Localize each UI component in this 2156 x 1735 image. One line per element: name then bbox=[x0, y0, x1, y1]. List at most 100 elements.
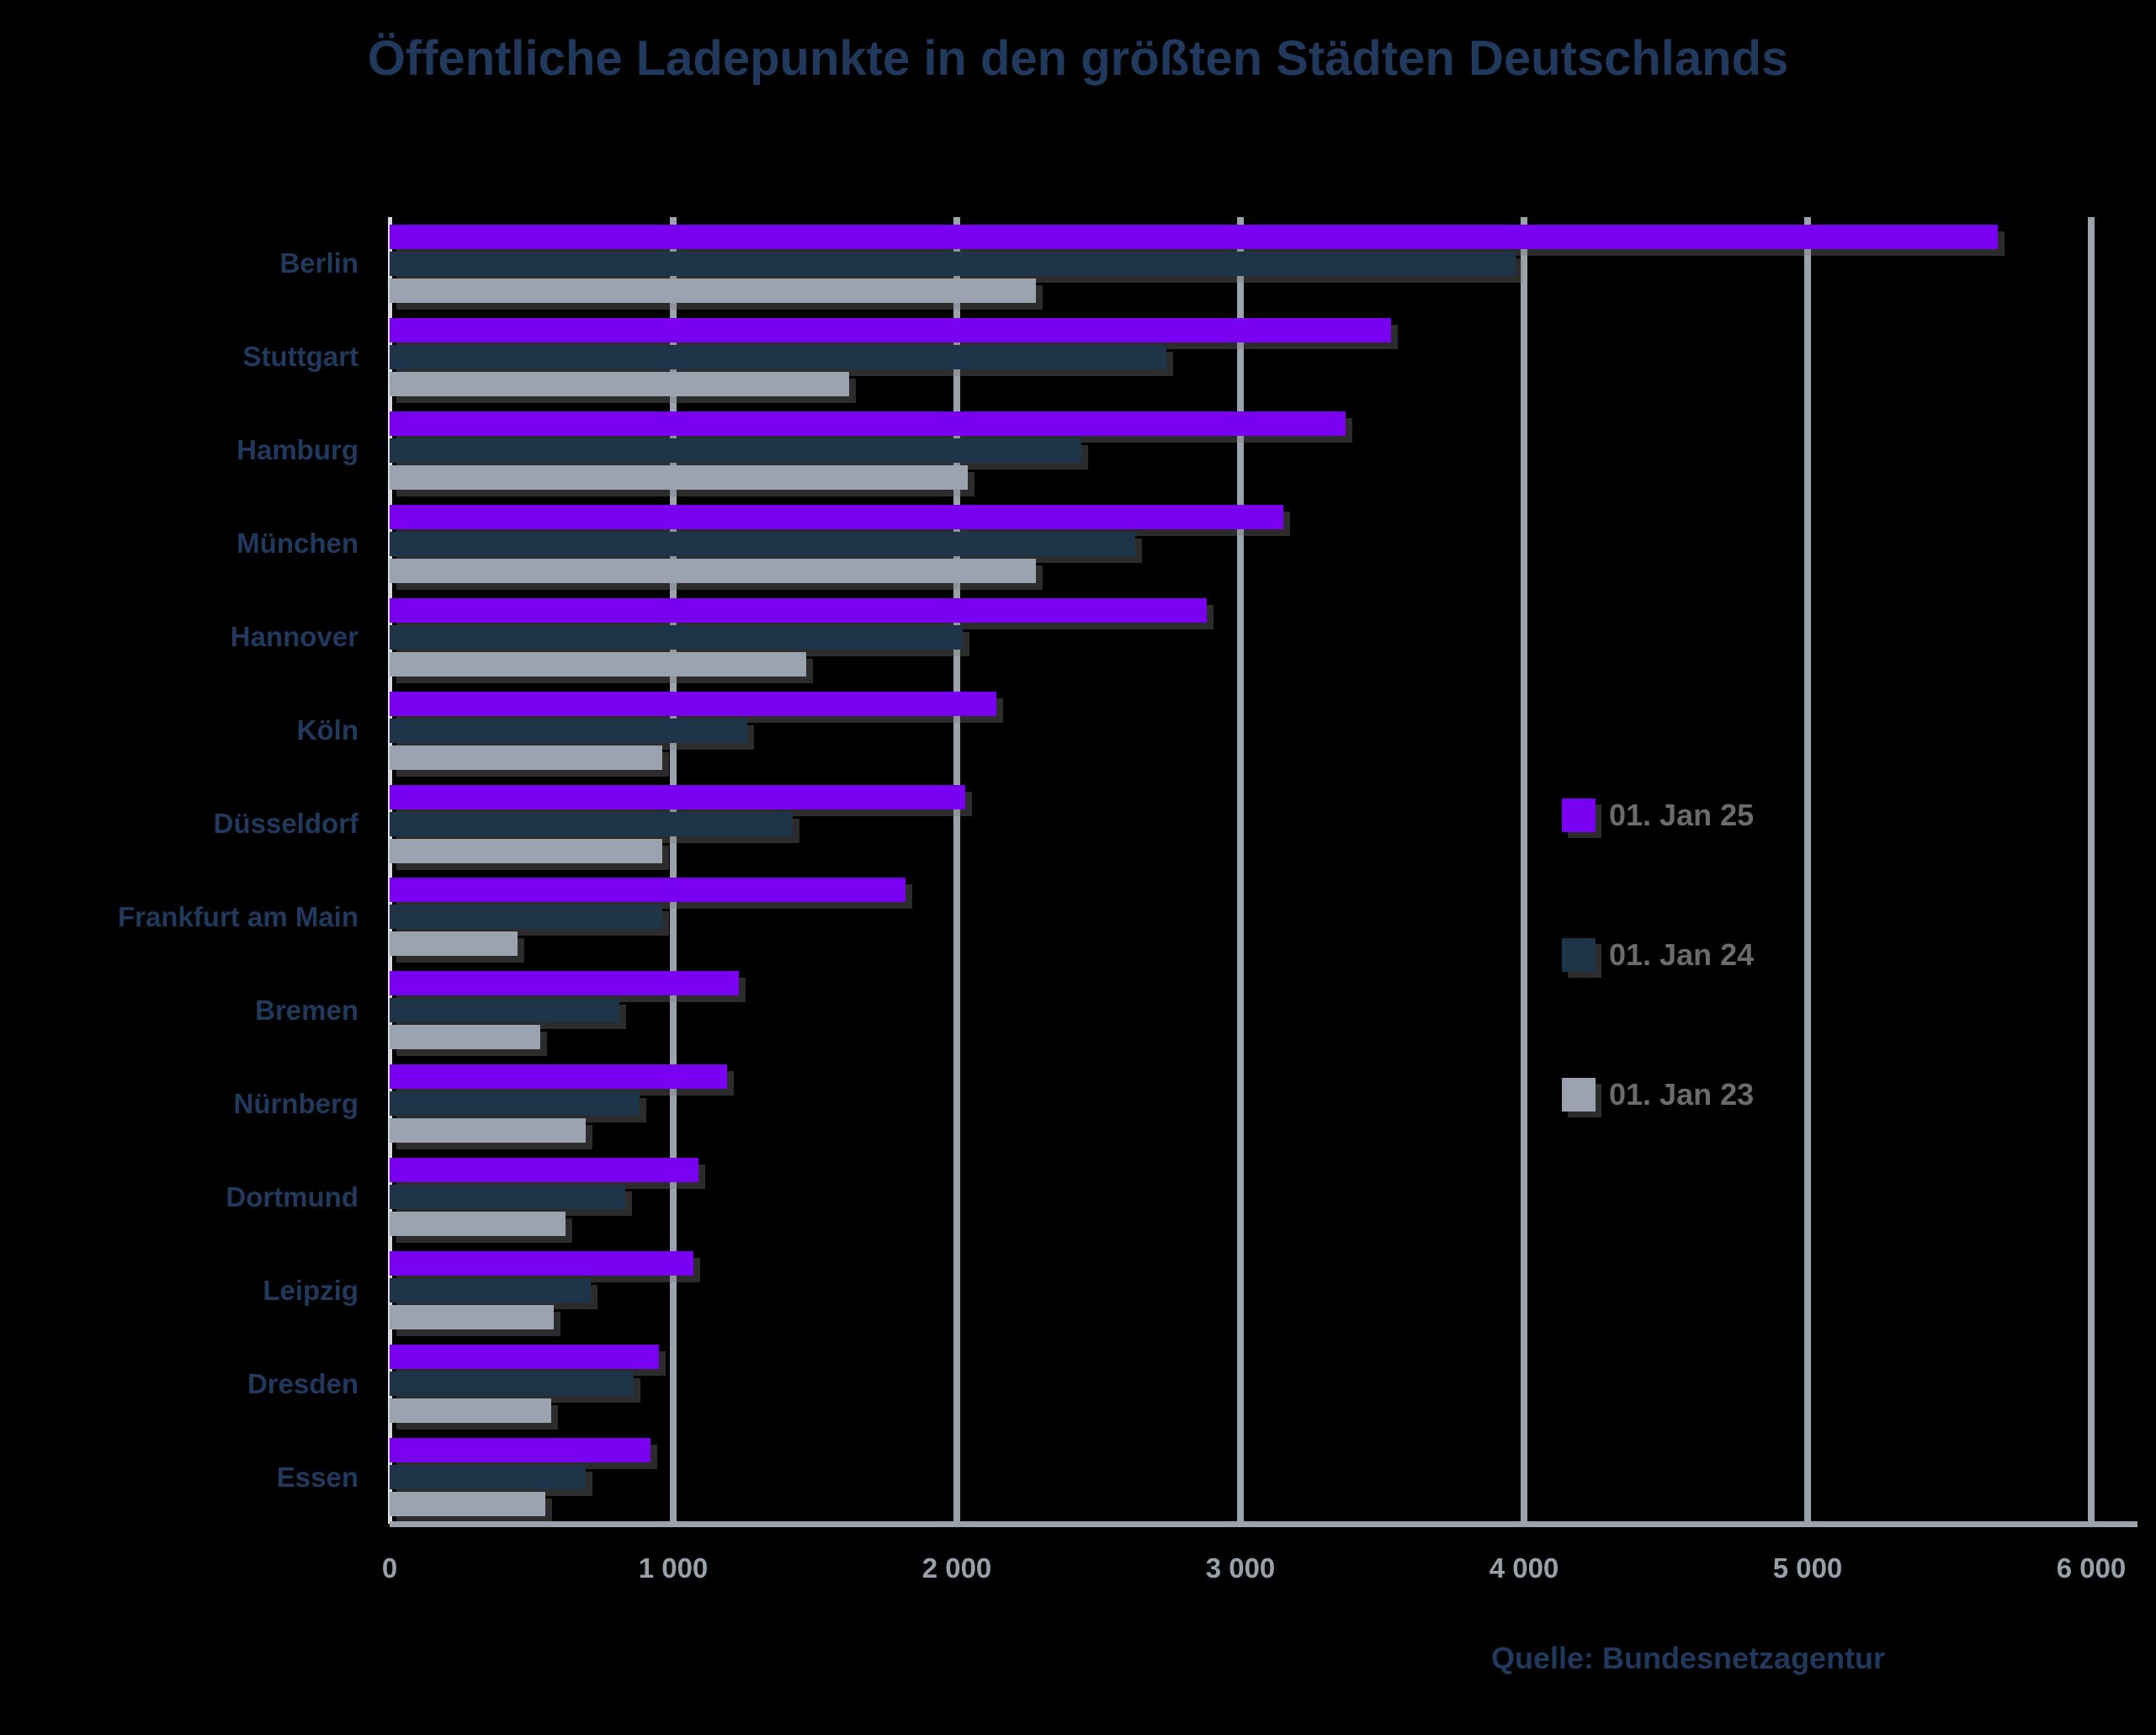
x-tick-label-4000: 4 000 bbox=[1489, 1552, 1559, 1584]
bar-berlin-01-jan-23 bbox=[390, 278, 1037, 303]
legend-entry-jan24: 01. Jan 24 bbox=[1562, 937, 1754, 973]
category-row-leipzig: Leipzig bbox=[263, 1244, 2091, 1337]
category-label-nuernberg: Nürnberg bbox=[233, 1087, 359, 1119]
bar-muenchen-01-jan-25 bbox=[390, 504, 1283, 529]
bar-duesseldorf-01-jan-24 bbox=[390, 811, 793, 836]
bar-frankfurt-am-main-01-jan-23 bbox=[390, 931, 518, 957]
bar-koeln-01-jan-24 bbox=[390, 718, 747, 743]
bar-hamburg-01-jan-24 bbox=[390, 438, 1082, 463]
bar-koeln-01-jan-23 bbox=[390, 745, 662, 770]
bar-frankfurt-am-main-01-jan-25 bbox=[390, 878, 906, 903]
bar-nuernberg-01-jan-24 bbox=[390, 1091, 640, 1117]
category-row-hamburg: Hamburg bbox=[236, 404, 2091, 497]
bar-hannover-01-jan-24 bbox=[390, 624, 963, 650]
bar-duesseldorf-01-jan-23 bbox=[390, 838, 662, 863]
x-tick-label-3000: 3 000 bbox=[1205, 1552, 1276, 1584]
category-label-muenchen: München bbox=[236, 528, 358, 560]
chart-title: Öffentliche Ladepunkte in den größten St… bbox=[367, 31, 1789, 86]
category-row-berlin: Berlin bbox=[279, 217, 2091, 310]
bar-dortmund-01-jan-25 bbox=[390, 1158, 699, 1183]
legend-swatch-jan23 bbox=[1562, 1078, 1596, 1112]
bar-leipzig-01-jan-23 bbox=[390, 1305, 555, 1330]
bar-duesseldorf-01-jan-25 bbox=[390, 784, 966, 809]
category-label-hannover: Hannover bbox=[230, 621, 358, 653]
bar-berlin-01-jan-24 bbox=[390, 251, 1516, 276]
source-note: Quelle: Bundesnetzagentur bbox=[1491, 1641, 1886, 1675]
gridline-3000 bbox=[1237, 217, 1244, 1524]
category-label-essen: Essen bbox=[276, 1461, 358, 1493]
x-tick-label-6000: 6 000 bbox=[2056, 1552, 2127, 1584]
bar-hannover-01-jan-23 bbox=[390, 651, 807, 676]
bar-berlin-01-jan-25 bbox=[390, 224, 1998, 249]
category-label-dresden: Dresden bbox=[247, 1367, 358, 1399]
plot-area: Berlin Stuttgart Hamburg München Hannover Köl… bbox=[118, 217, 2137, 1527]
category-label-dortmund: Dortmund bbox=[226, 1181, 358, 1212]
category-row-stuttgart: Stuttgart bbox=[243, 310, 2091, 404]
bar-stuttgart-01-jan-24 bbox=[390, 344, 1167, 369]
category-label-bremen: Bremen bbox=[255, 994, 358, 1026]
bar-essen-01-jan-25 bbox=[390, 1438, 651, 1463]
category-row-dortmund: Dortmund bbox=[226, 1150, 2091, 1244]
gridline-5000 bbox=[1804, 217, 1811, 1524]
legend-label-jan24: 01. Jan 24 bbox=[1609, 937, 1755, 972]
bar-hamburg-01-jan-25 bbox=[390, 411, 1346, 436]
bar-frankfurt-am-main-01-jan-24 bbox=[390, 905, 662, 930]
category-label-frankfurt-am-main: Frankfurt am Main bbox=[117, 900, 358, 932]
category-label-leipzig: Leipzig bbox=[263, 1274, 358, 1306]
category-row-hannover: Hannover bbox=[231, 591, 2091, 684]
bar-leipzig-01-jan-24 bbox=[390, 1278, 592, 1303]
bar-bremen-01-jan-25 bbox=[390, 971, 739, 996]
x-tick-label-1000: 1 000 bbox=[638, 1552, 709, 1584]
bar-nuernberg-01-jan-25 bbox=[390, 1064, 728, 1090]
bar-leipzig-01-jan-25 bbox=[390, 1251, 693, 1276]
category-row-frankfurt-am-main: Frankfurt am Main bbox=[118, 871, 2091, 964]
category-row-duesseldorf: Düsseldorf bbox=[214, 777, 2091, 871]
category-row-essen: Essen bbox=[277, 1430, 2091, 1524]
bar-stuttgart-01-jan-23 bbox=[390, 371, 849, 396]
legend-swatch-jan24 bbox=[1562, 938, 1596, 972]
x-axis-baseline bbox=[390, 1521, 2137, 1527]
bar-dortmund-01-jan-24 bbox=[390, 1185, 625, 1210]
bar-bremen-01-jan-24 bbox=[390, 998, 619, 1023]
category-label-hamburg: Hamburg bbox=[236, 434, 358, 466]
category-label-berlin: Berlin bbox=[279, 247, 358, 279]
category-label-duesseldorf: Düsseldorf bbox=[213, 808, 358, 840]
gridline-4000 bbox=[1521, 217, 1527, 1524]
bar-dresden-01-jan-23 bbox=[390, 1398, 552, 1424]
category-label-koeln: Köln bbox=[296, 714, 358, 746]
bar-dortmund-01-jan-23 bbox=[390, 1212, 566, 1237]
legend-entry-jan23: 01. Jan 23 bbox=[1562, 1077, 1754, 1112]
bar-essen-01-jan-23 bbox=[390, 1492, 546, 1517]
bar-bremen-01-jan-23 bbox=[390, 1025, 540, 1050]
legend: 01. Jan 25 01. Jan 24 01. Jan 23 bbox=[1562, 798, 1754, 1112]
x-tick-label-0: 0 bbox=[381, 1552, 398, 1584]
x-tick-label-5000: 5 000 bbox=[1772, 1552, 1843, 1584]
legend-entry-jan25: 01. Jan 25 bbox=[1562, 798, 1754, 833]
y-axis-line bbox=[388, 217, 392, 1524]
category-row-nuernberg: Nürnberg bbox=[234, 1057, 2091, 1150]
category-row-bremen: Bremen bbox=[255, 963, 2091, 1057]
bar-hannover-01-jan-25 bbox=[390, 597, 1207, 623]
bar-dresden-01-jan-25 bbox=[390, 1345, 660, 1370]
bar-hamburg-01-jan-23 bbox=[390, 464, 969, 490]
bar-muenchen-01-jan-24 bbox=[390, 531, 1136, 556]
category-row-muenchen: München bbox=[236, 497, 2091, 591]
gridline-1000 bbox=[670, 217, 677, 1524]
bar-muenchen-01-jan-23 bbox=[390, 558, 1037, 583]
legend-label-jan25: 01. Jan 25 bbox=[1609, 798, 1755, 832]
category-row-koeln: Köln bbox=[297, 684, 2091, 777]
gridline-2000 bbox=[953, 217, 960, 1524]
bar-essen-01-jan-24 bbox=[390, 1465, 586, 1490]
bar-koeln-01-jan-25 bbox=[390, 691, 997, 716]
bar-stuttgart-01-jan-25 bbox=[390, 317, 1391, 342]
legend-swatch-jan25 bbox=[1562, 799, 1596, 832]
x-tick-label-2000: 2 000 bbox=[921, 1552, 992, 1584]
bar-dresden-01-jan-24 bbox=[390, 1372, 634, 1397]
legend-label-jan23: 01. Jan 23 bbox=[1609, 1077, 1755, 1112]
category-row-dresden: Dresden bbox=[247, 1337, 2091, 1430]
bar-nuernberg-01-jan-23 bbox=[390, 1118, 586, 1143]
gridline-6000 bbox=[2088, 217, 2095, 1524]
category-label-stuttgart: Stuttgart bbox=[242, 341, 358, 373]
